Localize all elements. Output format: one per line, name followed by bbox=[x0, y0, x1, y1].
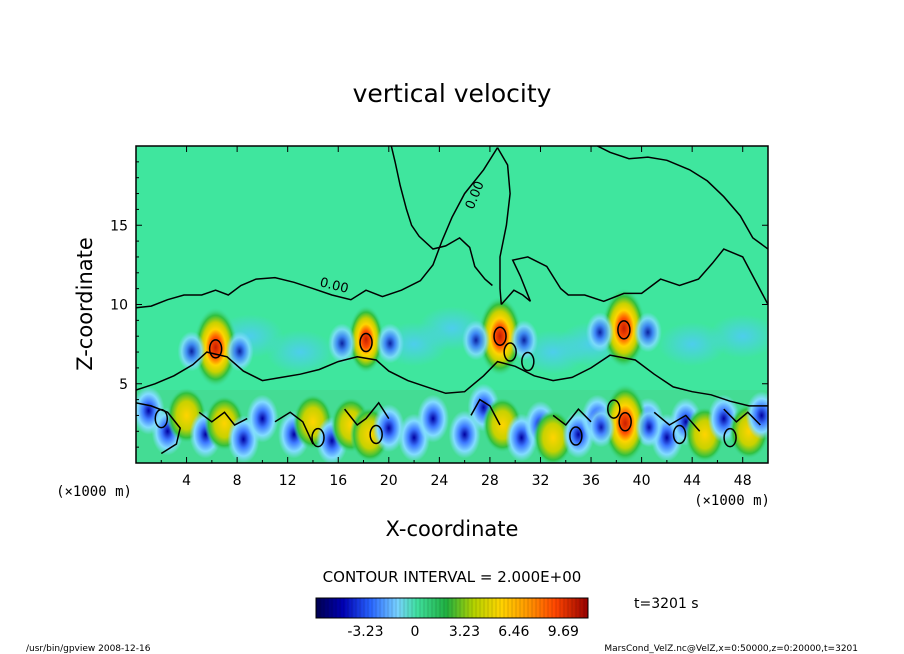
colorbar bbox=[315, 597, 589, 619]
flank-downdraft bbox=[376, 323, 405, 364]
x-unit-label: (×1000 m) bbox=[694, 493, 770, 509]
updraft-core bbox=[603, 383, 648, 463]
zero-contour-line bbox=[198, 411, 248, 426]
colorbar-tick-label: 3.23 bbox=[449, 624, 480, 640]
closed-contour bbox=[521, 351, 535, 372]
x-tick-label: 36 bbox=[582, 473, 600, 489]
closed-contour bbox=[503, 342, 517, 362]
closed-contour bbox=[569, 426, 583, 446]
colorbar-tick-label: 9.69 bbox=[548, 624, 579, 640]
closed-contour bbox=[154, 408, 169, 429]
plot-area bbox=[136, 146, 768, 463]
y-unit-label: (×1000 m) bbox=[56, 484, 132, 500]
colorbar-tick-label: 0 bbox=[410, 624, 419, 640]
zero-contour-line bbox=[496, 147, 511, 305]
zero-contour-line bbox=[653, 411, 701, 432]
zero-contour-line bbox=[723, 408, 761, 426]
zero-contour-line bbox=[136, 147, 499, 309]
x-tick-label: 12 bbox=[279, 473, 297, 489]
closed-contour bbox=[208, 339, 223, 359]
closed-contour bbox=[359, 332, 373, 353]
y-tick-label: 15 bbox=[110, 218, 128, 234]
colorbar-ticks: -3.23 0 3.23 6.46 9.69 bbox=[347, 624, 579, 640]
updraft-core bbox=[601, 288, 646, 369]
footer-left: /usr/bin/gpview 2008-12-16 bbox=[26, 644, 151, 654]
closed-contour bbox=[723, 427, 737, 448]
updraft-core bbox=[478, 296, 523, 377]
flank-downdraft bbox=[585, 312, 614, 353]
footer-right: MarsCond_VelZ.nc@VelZ,x=0:50000,z=0:2000… bbox=[604, 644, 858, 654]
y-tick-label: 5 bbox=[119, 377, 128, 393]
zero-contour-line bbox=[344, 401, 390, 427]
x-tick-label: 24 bbox=[430, 473, 448, 489]
colorbar-stripes bbox=[319, 598, 585, 618]
colorbar-tick-label: -3.23 bbox=[347, 624, 383, 640]
zero-contour-line bbox=[552, 407, 592, 427]
flank-downdraft bbox=[587, 407, 616, 448]
x-tick-label: 20 bbox=[380, 473, 398, 489]
flank-downdraft bbox=[177, 331, 206, 372]
updraft-core bbox=[193, 307, 238, 388]
x-tick-label: 32 bbox=[532, 473, 550, 489]
colorbar-tick-label: 6.46 bbox=[498, 624, 529, 640]
x-tick-label: 16 bbox=[329, 473, 347, 489]
closed-contour bbox=[607, 399, 621, 419]
flank-downdraft bbox=[225, 331, 254, 372]
closed-contour bbox=[311, 427, 325, 448]
closed-contour bbox=[369, 424, 383, 445]
zero-contours bbox=[136, 146, 768, 455]
time-label: t=3201 s bbox=[634, 596, 699, 612]
downdraft-halo bbox=[708, 314, 768, 359]
closed-contour bbox=[672, 424, 687, 445]
zero-contour-line bbox=[470, 398, 501, 426]
lower-downdraft-cell bbox=[745, 391, 768, 440]
lower-downdraft-cell bbox=[246, 394, 279, 443]
flank-downdraft bbox=[633, 312, 662, 353]
closed-contour bbox=[618, 412, 632, 432]
x-tick-label: 28 bbox=[481, 473, 499, 489]
x-tick-label: 48 bbox=[734, 473, 752, 489]
y-tick-label: 10 bbox=[110, 298, 128, 314]
zero-contour-line bbox=[274, 411, 314, 445]
zero-contour-line bbox=[390, 146, 493, 287]
zero-contour-line bbox=[500, 248, 768, 305]
lower-downdraft-cell bbox=[417, 394, 450, 443]
x-tick-label: 8 bbox=[233, 473, 242, 489]
x-tick-label: 44 bbox=[683, 473, 701, 489]
x-tick-label: 40 bbox=[633, 473, 651, 489]
contour-label: 0.00 bbox=[318, 275, 350, 297]
zero-contour-line bbox=[136, 351, 768, 407]
flank-downdraft bbox=[510, 320, 539, 361]
chart-title: vertical velocity bbox=[353, 79, 552, 108]
zero-contour-line bbox=[136, 402, 182, 455]
flank-downdraft bbox=[328, 323, 357, 364]
zero-contour-line bbox=[597, 146, 768, 250]
x-tick-label: 4 bbox=[182, 473, 191, 489]
flank-downdraft bbox=[462, 320, 491, 361]
downdraft-halo bbox=[266, 330, 335, 375]
y-axis-label: Z-coordinate bbox=[73, 237, 97, 371]
contour-interval-label: CONTOUR INTERVAL = 2.000E+00 bbox=[323, 568, 582, 586]
x-axis-label: X-coordinate bbox=[386, 517, 519, 541]
flank-downdraft bbox=[635, 407, 664, 448]
closed-contour bbox=[493, 326, 507, 346]
closed-contour bbox=[617, 320, 631, 340]
